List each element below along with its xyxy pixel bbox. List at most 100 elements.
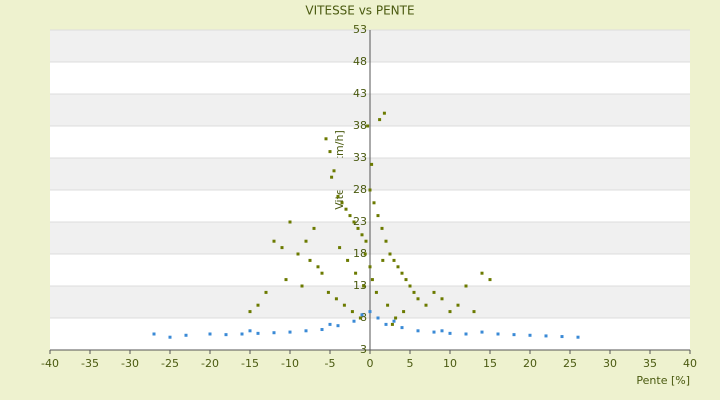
x-tick-label: 20 — [523, 357, 537, 370]
point — [448, 331, 452, 335]
point — [528, 333, 532, 337]
point — [320, 328, 324, 332]
point — [256, 303, 260, 307]
point — [372, 201, 376, 205]
point — [416, 329, 420, 333]
point — [440, 297, 444, 301]
point — [392, 258, 396, 262]
point — [381, 258, 385, 262]
point — [392, 319, 396, 323]
point — [168, 335, 172, 339]
point — [390, 322, 394, 326]
point — [412, 290, 416, 294]
x-tick-label: 35 — [643, 357, 657, 370]
y-tick-label: 18 — [353, 247, 367, 260]
point — [400, 326, 404, 330]
point — [272, 239, 276, 243]
point — [432, 290, 436, 294]
point — [370, 278, 374, 282]
point — [358, 316, 362, 320]
point — [334, 297, 338, 301]
point — [488, 278, 492, 282]
y-tick-label: 43 — [353, 87, 367, 100]
x-tick-label: -10 — [281, 357, 299, 370]
point — [320, 271, 324, 275]
point — [344, 207, 348, 211]
point — [256, 331, 260, 335]
point — [384, 322, 388, 326]
y-tick-label: 3 — [360, 343, 367, 356]
point — [456, 303, 460, 307]
point — [378, 118, 382, 122]
point — [316, 265, 320, 269]
point — [352, 319, 356, 323]
point — [280, 246, 284, 250]
point — [576, 335, 580, 339]
point — [404, 278, 408, 282]
x-tick-label: -35 — [81, 357, 99, 370]
point — [374, 290, 378, 294]
point — [328, 150, 332, 154]
x-tick-label: -25 — [161, 357, 179, 370]
point — [512, 333, 516, 337]
point — [364, 239, 368, 243]
point — [386, 303, 390, 307]
x-tick-label: 30 — [603, 357, 617, 370]
point — [304, 239, 308, 243]
point — [368, 265, 372, 269]
point — [296, 252, 300, 256]
point — [560, 335, 564, 339]
point — [342, 303, 346, 307]
point — [330, 175, 334, 179]
point — [208, 332, 212, 336]
point — [448, 310, 452, 314]
point — [464, 332, 468, 336]
x-tick-label: -20 — [201, 357, 219, 370]
x-axis-label: Pente [%] — [636, 374, 690, 387]
point — [348, 214, 352, 218]
point — [350, 310, 354, 314]
point — [248, 329, 252, 333]
point — [356, 226, 360, 230]
point — [354, 271, 358, 275]
x-tick-label: 40 — [683, 357, 697, 370]
point — [366, 124, 370, 128]
point — [326, 290, 330, 294]
point — [284, 278, 288, 282]
point — [288, 220, 292, 224]
point — [544, 334, 548, 338]
point — [400, 271, 404, 275]
point — [240, 332, 244, 336]
chart-title: VITESSE vs PENTE — [305, 4, 414, 18]
point — [288, 330, 292, 334]
point — [396, 265, 400, 269]
x-tick-label: 15 — [483, 357, 497, 370]
y-tick-label: 13 — [353, 279, 367, 292]
point — [382, 111, 386, 115]
point — [346, 258, 350, 262]
point — [324, 137, 328, 141]
point — [363, 252, 367, 256]
point — [328, 322, 332, 326]
point — [336, 324, 340, 328]
point — [360, 233, 364, 237]
point — [368, 310, 372, 314]
point — [360, 313, 364, 317]
y-tick-label: 48 — [353, 55, 367, 68]
y-tick-label: 28 — [353, 183, 367, 196]
point — [184, 333, 188, 337]
point — [480, 330, 484, 334]
point — [424, 303, 428, 307]
point — [432, 330, 436, 334]
point — [224, 333, 228, 337]
point — [338, 246, 342, 250]
point — [402, 310, 406, 314]
point — [384, 239, 388, 243]
point — [312, 226, 316, 230]
point — [416, 297, 420, 301]
y-tick-label: 33 — [353, 151, 367, 164]
point — [480, 271, 484, 275]
point — [308, 258, 312, 262]
x-tick-label: -15 — [241, 357, 259, 370]
